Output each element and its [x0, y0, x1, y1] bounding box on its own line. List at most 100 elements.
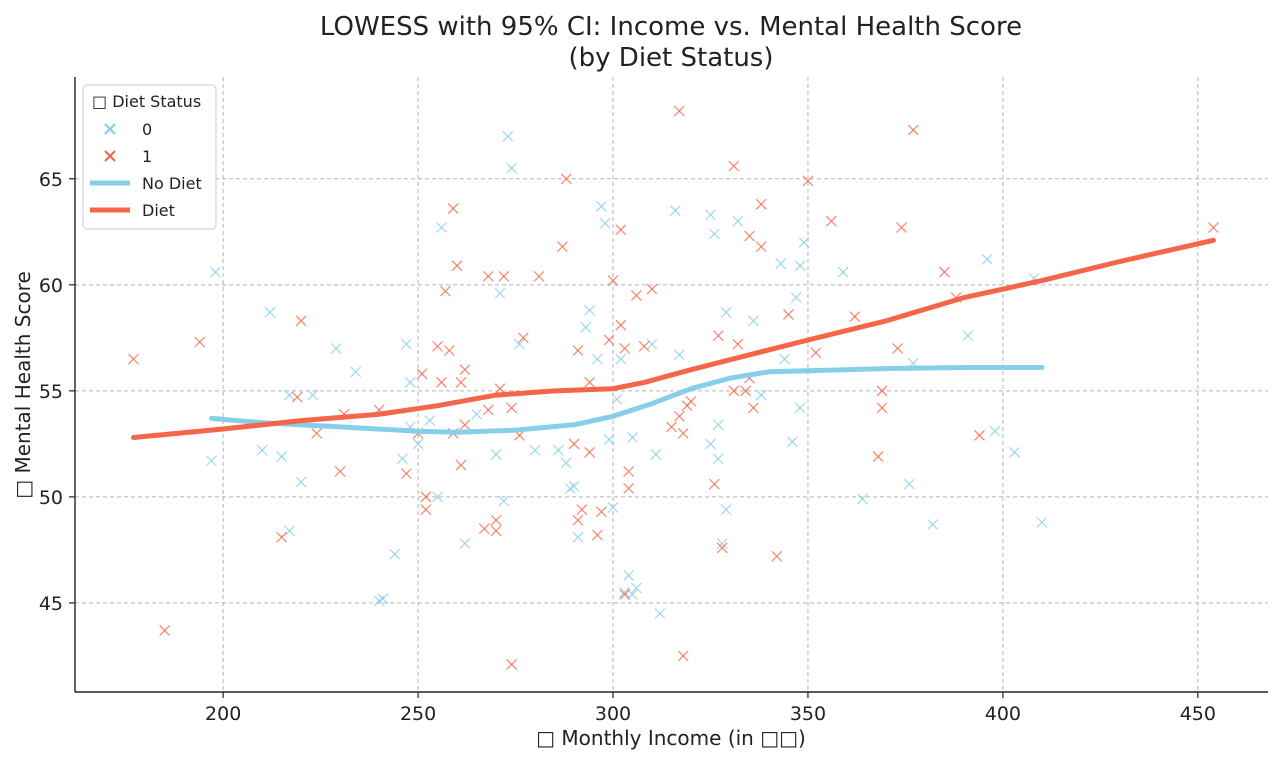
scatter-point-1 [482, 270, 494, 282]
marker-stroke [794, 260, 806, 272]
scatter-point-1 [755, 198, 767, 210]
marker-stroke [677, 427, 689, 439]
scatter-point-0 [720, 504, 732, 516]
marker-stroke [490, 525, 502, 537]
scatter-point-1 [291, 391, 303, 403]
scatter-point-0 [962, 330, 974, 342]
marker-stroke [572, 514, 584, 526]
scatter-point-0 [673, 349, 685, 361]
y-tick-label: 55 [39, 381, 63, 403]
scatter-point-0 [989, 425, 1001, 437]
marker-stroke [907, 124, 919, 136]
scatter-point-1 [436, 376, 447, 388]
scatter-point-1 [732, 338, 744, 350]
scatter-point-0 [630, 582, 642, 594]
scatter-point-1 [755, 241, 767, 253]
marker-stroke [256, 444, 268, 456]
scatter-point-1 [673, 105, 685, 117]
scatter-point-0 [591, 353, 603, 365]
marker-stroke [744, 230, 755, 242]
scatter-point-1 [128, 353, 139, 365]
marker-stroke [646, 338, 658, 350]
scatter-point-1 [810, 347, 822, 359]
scatter-point-1 [630, 289, 642, 301]
marker-stroke [810, 347, 822, 359]
marker-stroke [517, 332, 529, 344]
scatter-point-1 [619, 342, 631, 354]
marker-stroke [502, 130, 514, 142]
scatter-point-0 [627, 432, 638, 443]
marker-stroke [1207, 222, 1219, 234]
marker-stroke [623, 465, 635, 477]
scatter-point-1 [572, 345, 584, 357]
scatter-point-0 [595, 200, 607, 212]
scatter-point-1 [447, 203, 459, 214]
marker-stroke [424, 415, 436, 427]
legend-title: □ Diet Status [92, 92, 201, 111]
marker-stroke [595, 200, 607, 212]
scatter-point-0 [424, 415, 436, 427]
marker-stroke [740, 385, 752, 397]
marker-stroke [677, 650, 689, 662]
scatter-point-1 [615, 224, 627, 236]
marker-stroke [857, 493, 868, 505]
scatter-point-0 [552, 444, 564, 456]
marker-stroke [720, 306, 732, 318]
lowess-line-diet [131, 237, 1216, 440]
marker-stroke [872, 451, 884, 463]
scatter-point-1 [677, 650, 689, 662]
scatter-point-0 [205, 455, 217, 467]
legend-label-0: 0 [142, 120, 152, 139]
scatter-point-1 [728, 385, 740, 397]
y-axis-label: □ Mental Health Score [11, 271, 35, 499]
marker-stroke [747, 315, 759, 327]
x-tick-label: 300 [595, 703, 631, 725]
marker-stroke [802, 175, 814, 187]
marker-stroke [416, 368, 428, 380]
marker-stroke [439, 285, 451, 297]
marker-stroke [630, 289, 642, 301]
scatter-point-0 [708, 228, 720, 240]
marker-stroke [669, 205, 681, 217]
marker-stroke [494, 383, 506, 395]
marker-stroke [389, 548, 401, 560]
scatter-point-1 [478, 523, 490, 535]
marker-stroke [712, 419, 724, 431]
marker-stroke [455, 459, 467, 471]
scatter-point-0 [857, 493, 868, 505]
marker-stroke [825, 215, 837, 227]
marker-stroke [560, 173, 572, 185]
marker-stroke [712, 330, 724, 342]
marker-stroke [506, 658, 518, 670]
scatter-point-0 [779, 353, 791, 365]
x-axis-label: □ Monthly Income (in □□) [536, 726, 806, 750]
marker-stroke [1009, 446, 1021, 458]
scatter-point-1 [716, 542, 728, 554]
marker-stroke [580, 321, 592, 333]
marker-stroke [716, 542, 728, 554]
scatter-point-1 [498, 270, 510, 282]
marker-stroke [482, 270, 494, 282]
marker-stroke [459, 364, 471, 376]
scatter-point-0 [623, 569, 635, 581]
marker-stroke [576, 504, 588, 516]
marker-stroke [716, 538, 728, 550]
lowess-line-no-diet [209, 365, 1045, 435]
marker-stroke [443, 345, 455, 357]
marker-stroke [556, 241, 568, 253]
scatter-point-1 [455, 459, 467, 471]
scatter-point-0 [350, 366, 362, 378]
marker-stroke [790, 292, 802, 304]
marker-stroke [685, 396, 697, 407]
scatter-point-0 [377, 593, 389, 605]
marker-stroke [471, 408, 483, 420]
scatter-point-0 [264, 306, 276, 318]
scatter-point-0 [1036, 516, 1048, 528]
marker-stroke [599, 217, 611, 229]
scatter-point-0 [927, 519, 939, 530]
marker-stroke [607, 502, 619, 513]
marker-stroke [194, 336, 206, 348]
scatter-point-0 [400, 338, 412, 350]
scatter-point-1 [938, 266, 950, 278]
marker-stroke [459, 419, 471, 431]
